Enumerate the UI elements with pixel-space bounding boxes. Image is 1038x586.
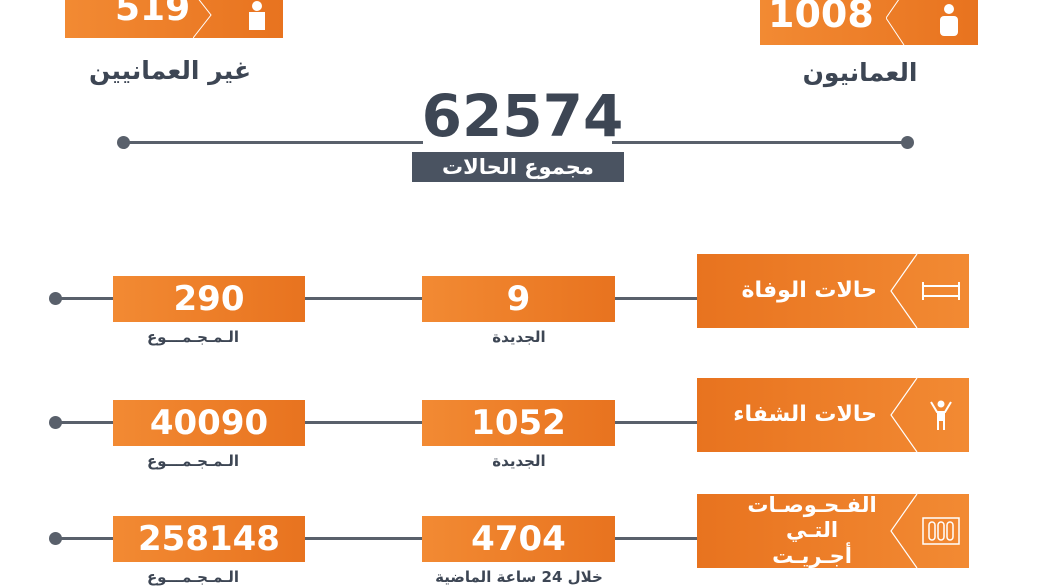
new-value: 1052 [471,403,566,443]
bed-icon [922,282,960,300]
row-line [55,297,697,300]
new-label: الجديدة [492,328,546,346]
new-value: 9 [506,279,531,319]
new-value-box: 9 [422,276,615,322]
line-dot [901,136,914,149]
category-box: الفـحـوصـات التـي أجـريـت [697,493,969,568]
person-icon [940,4,958,36]
test-tubes-icon [922,517,960,545]
chevron-divider [890,494,918,568]
category-label: حالات الشفاء [733,401,877,427]
total-cases-label: مجموع الحالات [412,152,624,182]
new-label: الجديدة [492,452,546,470]
businessman-icon [249,1,265,30]
new-value: 4704 [471,519,566,559]
total-value-box: 258148 [113,516,305,562]
omani-box: 1008 [760,0,978,45]
chevron-divider [886,0,905,45]
non-omani-label: غير العمانيين [88,56,252,85]
row-line [55,421,697,424]
row-line [55,537,697,540]
chevron-divider [890,254,918,328]
total-value-box: 40090 [113,400,305,446]
divider-line [123,141,423,144]
chevron-divider [890,378,918,452]
new-label: خلال 24 ساعة الماضية [435,568,603,586]
total-value: 290 [173,279,245,319]
chevron-divider [193,0,212,38]
omani-value: 1008 [768,0,874,36]
non-omani-box: 519 [65,0,283,38]
non-omani-value: 519 [115,0,191,29]
recovered-person-icon [930,400,952,430]
total-label: الـمـجـمـــوع [146,568,240,586]
total-label: الـمـجـمـــوع [146,328,240,346]
omani-label: العمانيون [802,58,918,87]
category-box: حالات الشفاء [697,378,969,452]
total-cases-value: 62574 [421,82,624,150]
divider-line [612,141,907,144]
new-value-box: 1052 [422,400,615,446]
category-box: حالات الوفاة [697,254,969,328]
new-value-box: 4704 [422,516,615,562]
category-label: الفـحـوصـات التـي أجـريـت [747,493,877,568]
total-value: 40090 [149,403,269,443]
total-value-box: 290 [113,276,305,322]
total-value: 258148 [138,519,280,559]
category-label: حالات الوفاة [741,277,877,303]
total-label: الـمـجـمـــوع [146,452,240,470]
